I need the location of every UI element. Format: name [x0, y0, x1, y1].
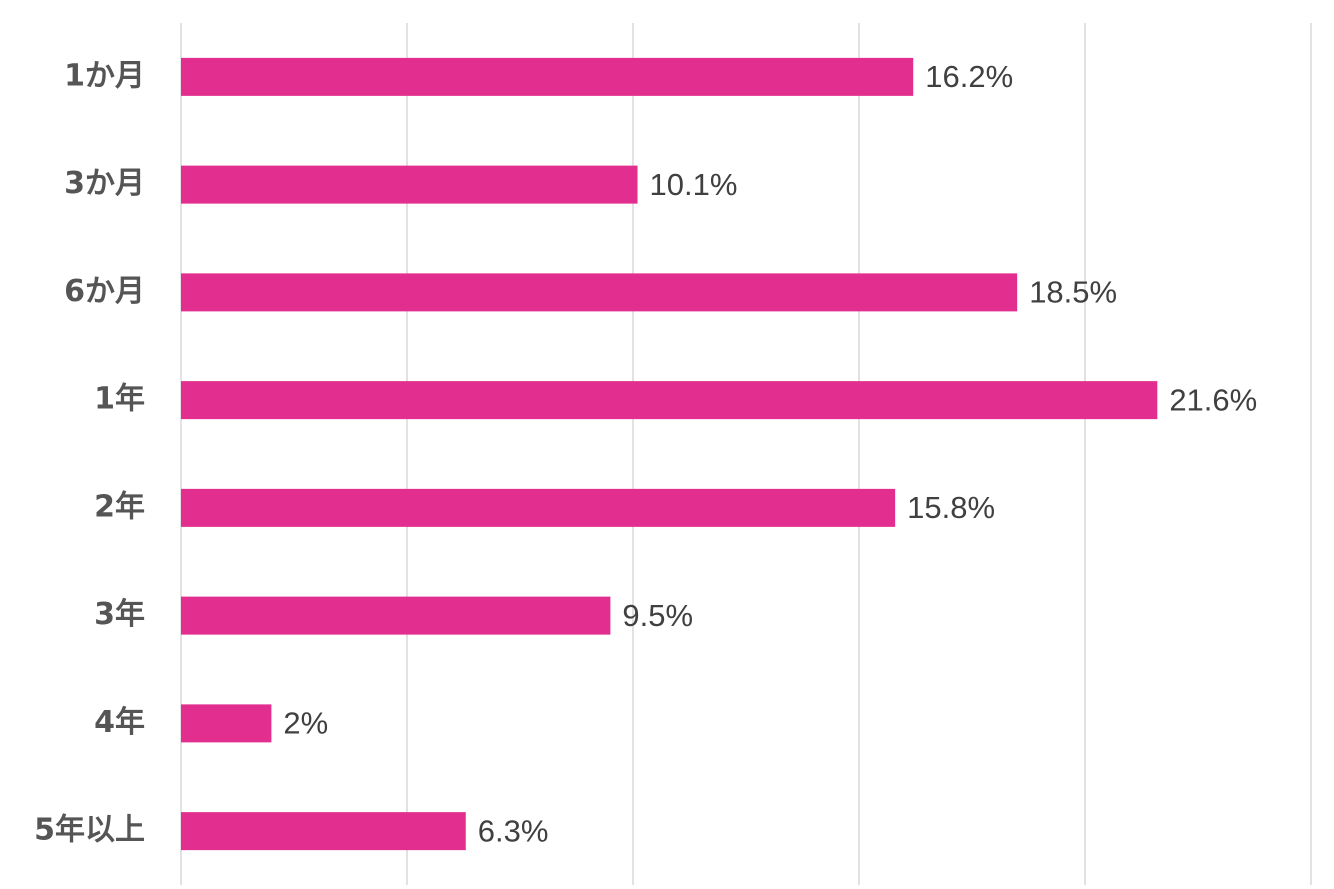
data-label: 21.6% [1169, 382, 1257, 417]
bar [181, 57, 914, 96]
bar [181, 488, 896, 527]
y-tick-label: 3か月 [64, 166, 145, 201]
bar [181, 165, 638, 204]
bar [181, 704, 272, 743]
data-label: 15.8% [907, 490, 995, 525]
y-tick-label: 2年 [94, 489, 145, 524]
bar [181, 381, 1158, 420]
data-label: 9.5% [622, 598, 693, 633]
data-label: 10.1% [650, 167, 738, 202]
bar [181, 596, 611, 635]
data-label: 2% [283, 706, 328, 741]
data-label: 6.3% [478, 813, 549, 848]
y-tick-label: 4年 [94, 705, 145, 740]
y-tick-label: 5年以上 [34, 813, 145, 848]
y-tick-label: 3年 [94, 597, 145, 632]
bar [181, 812, 466, 851]
data-label: 18.5% [1029, 275, 1117, 310]
y-tick-label: 6か月 [64, 274, 145, 309]
y-tick-label: 1年 [94, 382, 145, 417]
y-tick-label: 1か月 [64, 58, 145, 93]
data-label: 16.2% [925, 59, 1013, 94]
bar [181, 273, 1018, 312]
